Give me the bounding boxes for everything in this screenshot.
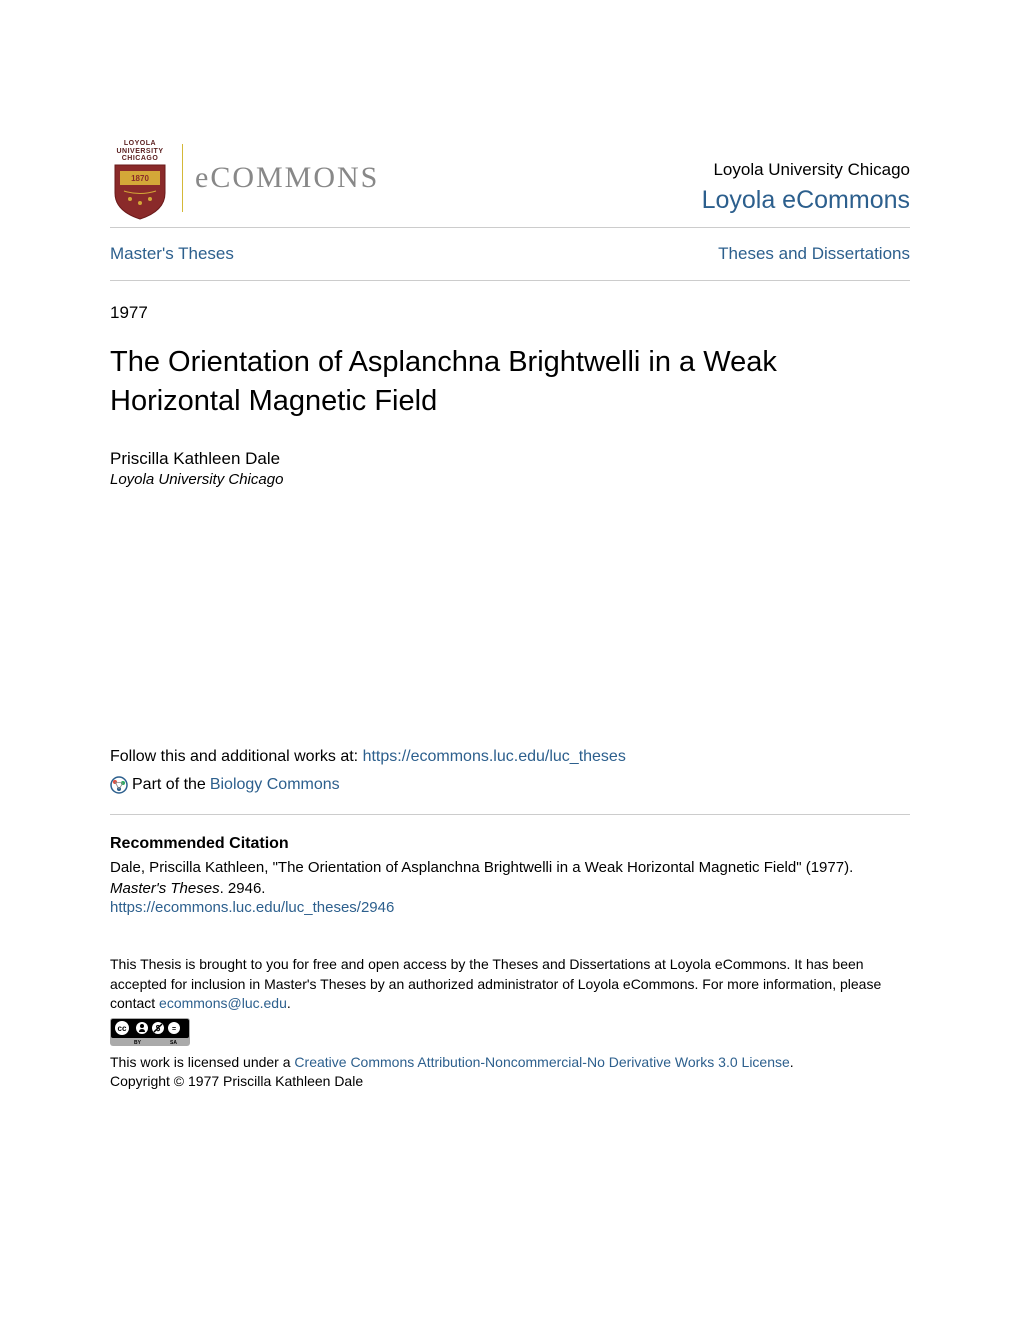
breadcrumb-nav: Master's Theses Theses and Dissertations bbox=[110, 228, 910, 280]
follow-url-link[interactable]: https://ecommons.luc.edu/luc_theses bbox=[363, 748, 626, 765]
svg-text:SA: SA bbox=[170, 1040, 177, 1046]
citation-number: . 2946. bbox=[220, 880, 266, 897]
part-of-section: Part of the Biology Commons bbox=[110, 776, 910, 794]
document-title: The Orientation of Asplanchna Brightwell… bbox=[110, 343, 910, 421]
header-row: LOYOLA UNIVERSITY CHICAGO 1870 eCOMMONS … bbox=[110, 140, 910, 215]
logo-divider bbox=[182, 144, 183, 212]
citation-series: Master's Theses bbox=[110, 880, 220, 897]
ecommons-wordmark: eCOMMONS bbox=[195, 161, 379, 195]
shield-icon: 1870 bbox=[110, 163, 170, 221]
part-of-prefix: Part of the bbox=[132, 776, 206, 794]
citation-text: Dale, Priscilla Kathleen, "The Orientati… bbox=[110, 857, 910, 899]
author-affiliation: Loyola University Chicago bbox=[110, 471, 910, 488]
citation-body: Dale, Priscilla Kathleen, "The Orientati… bbox=[110, 859, 853, 876]
access-statement: This Thesis is brought to you for free a… bbox=[110, 955, 910, 1014]
loyola-shield-logo: LOYOLA UNIVERSITY CHICAGO 1870 bbox=[110, 140, 170, 215]
logo-text-line2: UNIVERSITY CHICAGO bbox=[110, 148, 170, 163]
cc-license-badge[interactable]: cc $ = BY SA bbox=[110, 1018, 190, 1051]
svg-text:=: = bbox=[172, 1026, 176, 1033]
masters-theses-link[interactable]: Master's Theses bbox=[110, 244, 234, 264]
license-suffix: . bbox=[790, 1054, 794, 1070]
copyright-statement: Copyright © 1977 Priscilla Kathleen Dale bbox=[110, 1073, 910, 1089]
author-name: Priscilla Kathleen Dale bbox=[110, 449, 910, 469]
access-period: . bbox=[287, 995, 291, 1011]
svg-text:cc: cc bbox=[118, 1024, 127, 1033]
university-name: Loyola University Chicago bbox=[702, 160, 910, 180]
svg-text:BY: BY bbox=[134, 1040, 142, 1046]
cc-license-link[interactable]: Creative Commons Attribution-Noncommerci… bbox=[294, 1054, 789, 1070]
cc-badge-icon: cc $ = BY SA bbox=[110, 1018, 190, 1046]
license-prefix: This work is licensed under a bbox=[110, 1054, 294, 1070]
biology-commons-link[interactable]: Biology Commons bbox=[210, 776, 340, 794]
site-name-link[interactable]: Loyola eCommons bbox=[702, 186, 910, 214]
header-right: Loyola University Chicago Loyola eCommon… bbox=[702, 160, 910, 215]
divider-nav bbox=[110, 280, 910, 281]
contact-email-link[interactable]: ecommons@luc.edu bbox=[159, 995, 287, 1011]
publication-year: 1977 bbox=[110, 303, 910, 323]
logo-text-line1: LOYOLA bbox=[110, 140, 170, 148]
follow-text: Follow this and additional works at: bbox=[110, 748, 363, 765]
follow-section: Follow this and additional works at: htt… bbox=[110, 748, 910, 766]
theses-dissertations-link[interactable]: Theses and Dissertations bbox=[718, 244, 910, 264]
network-icon bbox=[110, 776, 128, 794]
divider-citation bbox=[110, 814, 910, 815]
spacer bbox=[110, 488, 910, 748]
license-statement: This work is licensed under a Creative C… bbox=[110, 1053, 910, 1073]
logo-area: LOYOLA UNIVERSITY CHICAGO 1870 eCOMMONS bbox=[110, 140, 379, 215]
citation-url-link[interactable]: https://ecommons.luc.edu/luc_theses/2946 bbox=[110, 899, 394, 916]
svg-text:1870: 1870 bbox=[131, 174, 149, 183]
page-container: LOYOLA UNIVERSITY CHICAGO 1870 eCOMMONS … bbox=[110, 140, 910, 1089]
citation-heading: Recommended Citation bbox=[110, 835, 910, 853]
